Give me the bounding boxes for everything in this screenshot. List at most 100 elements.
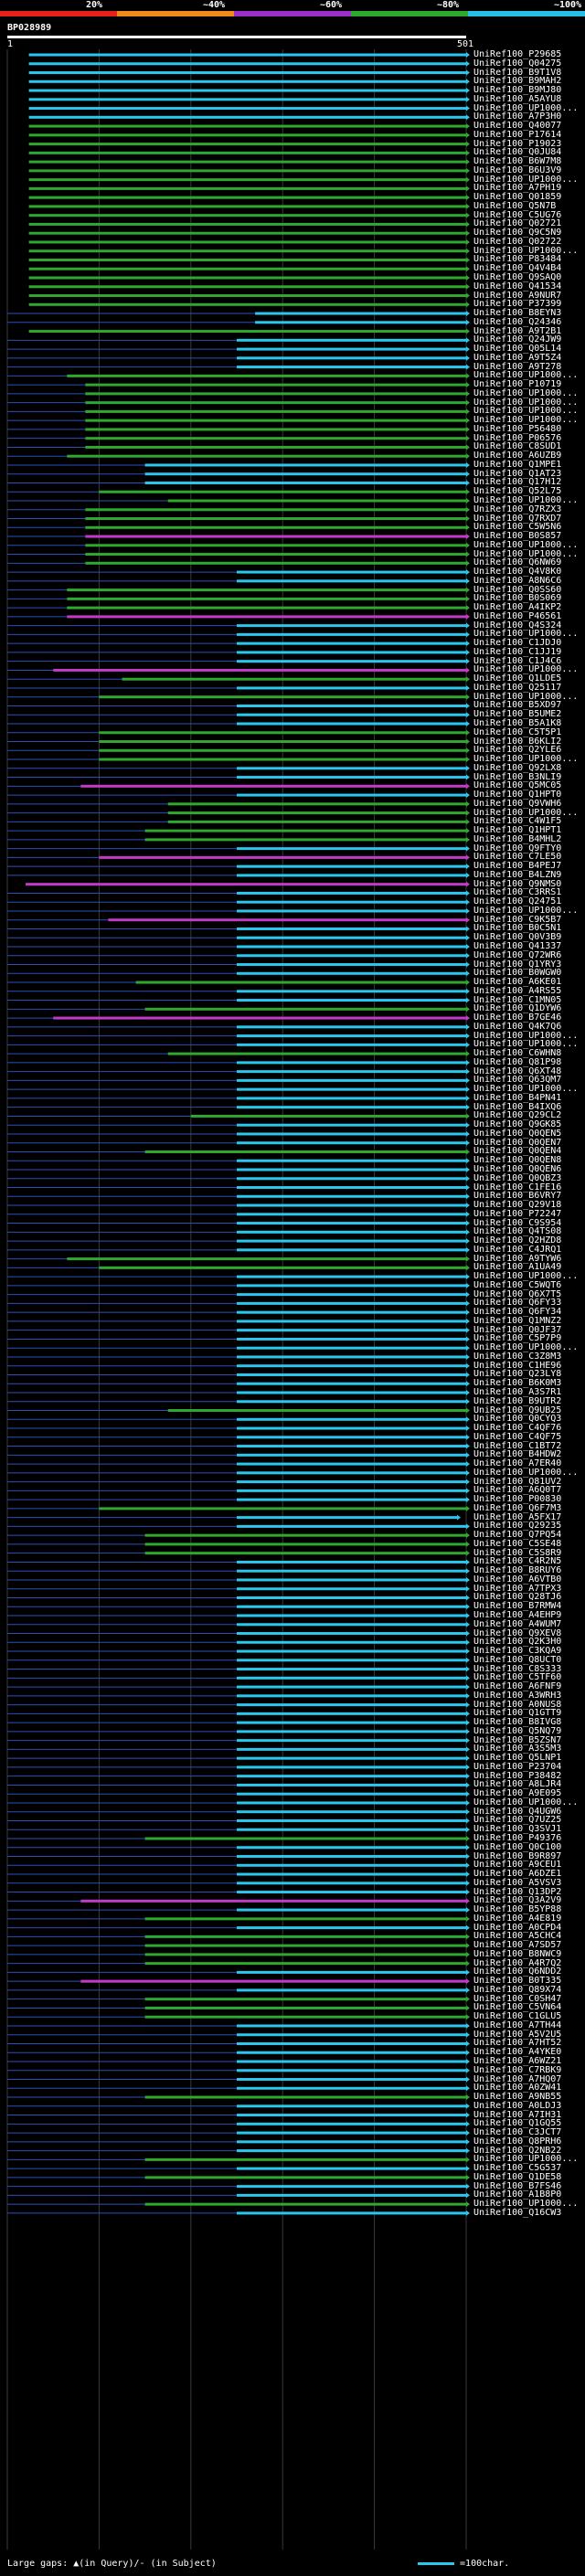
hit-label[interactable]: UniRef100_C1J4C6 bbox=[473, 655, 562, 666]
hit-label[interactable]: UniRef100_B8NWC9 bbox=[473, 1948, 562, 1959]
hit-label[interactable]: UniRef100_B7FS46 bbox=[473, 2180, 562, 2191]
hit-label[interactable]: UniRef100_UP1000... bbox=[473, 807, 579, 818]
hit-label[interactable]: UniRef100_B4PN41 bbox=[473, 1092, 562, 1103]
hit-label[interactable]: UniRef100_A9CEU1 bbox=[473, 1860, 562, 1871]
hit-label[interactable]: UniRef100_A9E095 bbox=[473, 1788, 562, 1799]
hit-label[interactable]: UniRef100_Q6F7M3 bbox=[473, 1502, 562, 1513]
hit-label[interactable]: UniRef100_Q9NMS0 bbox=[473, 878, 562, 889]
hit-label[interactable]: UniRef100_B7RMW4 bbox=[473, 1601, 562, 1612]
hit-label[interactable]: UniRef100_Q24346 bbox=[473, 316, 562, 327]
hit-label[interactable]: UniRef100_Q5LNP1 bbox=[473, 1753, 562, 1764]
hit-label[interactable]: UniRef100_B8EYN3 bbox=[473, 308, 562, 319]
hit-label[interactable]: UniRef100_A3S5M3 bbox=[473, 1744, 562, 1754]
hit-label[interactable]: UniRef100_Q0SS60 bbox=[473, 584, 562, 595]
hit-label[interactable]: UniRef100_UP1000... bbox=[473, 370, 579, 381]
hit-label[interactable]: UniRef100_Q40077 bbox=[473, 121, 562, 132]
hit-label[interactable]: UniRef100_A5FX17 bbox=[473, 1511, 562, 1522]
hit-label[interactable]: UniRef100_C4QF76 bbox=[473, 1423, 562, 1434]
hit-label[interactable]: UniRef100_A9NUR7 bbox=[473, 290, 562, 301]
hit-label[interactable]: UniRef100_UP1000... bbox=[473, 495, 579, 505]
hit-label[interactable]: UniRef100_UP1000... bbox=[473, 102, 579, 113]
hit-label[interactable]: UniRef100_UP1000... bbox=[473, 2154, 579, 2165]
hit-label[interactable]: UniRef100_C5VN64 bbox=[473, 2002, 562, 2013]
hit-label[interactable]: UniRef100_B6VRY7 bbox=[473, 1191, 562, 1202]
hit-label[interactable]: UniRef100_UP1000... bbox=[473, 1797, 579, 1807]
hit-label[interactable]: UniRef100_C5SE48 bbox=[473, 1538, 562, 1549]
hit-label[interactable]: UniRef100_B8IVG8 bbox=[473, 1717, 562, 1728]
hit-label[interactable]: UniRef100_Q1MNZ2 bbox=[473, 1315, 562, 1326]
hit-label[interactable]: UniRef100_Q1HPT0 bbox=[473, 790, 562, 800]
hit-label[interactable]: UniRef100_P29685 bbox=[473, 49, 562, 59]
hit-label[interactable]: UniRef100_C9S954 bbox=[473, 1217, 562, 1228]
hit-label[interactable]: UniRef100_UP1000... bbox=[473, 691, 579, 702]
hit-label[interactable]: UniRef100_Q5MC05 bbox=[473, 780, 562, 791]
hit-label[interactable]: UniRef100_Q1MPE1 bbox=[473, 459, 562, 470]
hit-label[interactable]: UniRef100_B4HDW2 bbox=[473, 1449, 562, 1460]
hit-label[interactable]: UniRef100_Q01859 bbox=[473, 192, 562, 203]
hit-label[interactable]: UniRef100_P17614 bbox=[473, 129, 562, 140]
hit-label[interactable]: UniRef100_Q3A2V9 bbox=[473, 1895, 562, 1906]
hit-label[interactable]: UniRef100_B9MJ80 bbox=[473, 85, 562, 96]
hit-label[interactable]: UniRef100_Q5N7B bbox=[473, 200, 557, 211]
hit-label[interactable]: UniRef100_C1JJ19 bbox=[473, 646, 562, 657]
hit-label[interactable]: UniRef100_B4LZN9 bbox=[473, 869, 562, 880]
hit-label[interactable]: UniRef100_UP1000... bbox=[473, 905, 579, 916]
hit-label[interactable]: UniRef100_Q24751 bbox=[473, 896, 562, 907]
hit-label[interactable]: UniRef100_A7TPX3 bbox=[473, 1583, 562, 1594]
hit-label[interactable]: UniRef100_A9T2B1 bbox=[473, 325, 562, 336]
hit-label[interactable]: UniRef100_C5S8R9 bbox=[473, 1547, 562, 1558]
hit-label[interactable]: UniRef100_Q1GTT9 bbox=[473, 1708, 562, 1719]
hit-label[interactable]: UniRef100_UP1000... bbox=[473, 548, 579, 559]
hit-label[interactable]: UniRef100_B6U3V9 bbox=[473, 164, 562, 175]
hit-label[interactable]: UniRef100_A5VSV3 bbox=[473, 1877, 562, 1888]
hit-label[interactable]: UniRef100_B6K0M3 bbox=[473, 1378, 562, 1389]
hit-label[interactable]: UniRef100_Q4K7Q6 bbox=[473, 1021, 562, 1032]
hit-label[interactable]: UniRef100_UP1000... bbox=[473, 629, 579, 640]
hit-label[interactable]: UniRef100_B9UTR2 bbox=[473, 1395, 562, 1406]
hit-label[interactable]: UniRef100_A4RS55 bbox=[473, 985, 562, 996]
hit-label[interactable]: UniRef100_B0C5N1 bbox=[473, 923, 562, 934]
hit-label[interactable]: UniRef100_UP1000... bbox=[473, 406, 579, 417]
hit-label[interactable]: UniRef100_P83484 bbox=[473, 254, 562, 265]
hit-label[interactable]: UniRef100_C9K5B7 bbox=[473, 914, 562, 925]
hit-label[interactable]: UniRef100_B0S857 bbox=[473, 531, 562, 542]
hit-label[interactable]: UniRef100_Q04275 bbox=[473, 58, 562, 69]
hit-label[interactable]: UniRef100_P72247 bbox=[473, 1208, 562, 1219]
hit-label[interactable]: UniRef100_A4YKE0 bbox=[473, 2047, 562, 2058]
hit-label[interactable]: UniRef100_A7PH19 bbox=[473, 183, 562, 194]
hit-label[interactable]: UniRef100_B9R897 bbox=[473, 1850, 562, 1861]
hit-label[interactable]: UniRef100_P00830 bbox=[473, 1494, 562, 1505]
hit-label[interactable]: UniRef100_A7TH44 bbox=[473, 2019, 562, 2030]
hit-label[interactable]: UniRef100_Q9XEV8 bbox=[473, 1627, 562, 1638]
hit-label[interactable]: UniRef100_A8LJR4 bbox=[473, 1779, 562, 1790]
hit-label[interactable]: UniRef100_Q1DYW6 bbox=[473, 1003, 562, 1014]
hit-label[interactable]: UniRef100_A4WUM7 bbox=[473, 1618, 562, 1629]
hit-label[interactable]: UniRef100_C6WHN8 bbox=[473, 1048, 562, 1059]
hit-label[interactable]: UniRef100_C1GLU5 bbox=[473, 2011, 562, 2022]
hit-label[interactable]: UniRef100_Q29CL2 bbox=[473, 1110, 562, 1121]
hit-label[interactable]: UniRef100_C3KQA9 bbox=[473, 1646, 562, 1657]
hit-label[interactable]: UniRef100_Q6FY34 bbox=[473, 1307, 562, 1318]
hit-label[interactable]: UniRef100_A7SD57 bbox=[473, 1940, 562, 1951]
hit-label[interactable]: UniRef100_UP1000... bbox=[473, 1084, 579, 1095]
hit-label[interactable]: UniRef100_A4R7Q2 bbox=[473, 1957, 562, 1968]
hit-label[interactable]: UniRef100_C3Z8M3 bbox=[473, 1351, 562, 1362]
hit-label[interactable]: UniRef100_P10719 bbox=[473, 379, 562, 390]
hit-label[interactable]: UniRef100_A0NUS8 bbox=[473, 1699, 562, 1710]
hit-label[interactable]: UniRef100_Q41534 bbox=[473, 281, 562, 292]
hit-label[interactable]: UniRef100_B4PEJ7 bbox=[473, 861, 562, 872]
hit-label[interactable]: UniRef100_Q81P98 bbox=[473, 1056, 562, 1067]
hit-label[interactable]: UniRef100_Q0JU84 bbox=[473, 147, 562, 158]
hit-label[interactable]: UniRef100_Q28TJ6 bbox=[473, 1592, 562, 1603]
hit-label[interactable]: UniRef100_B5XD97 bbox=[473, 700, 562, 711]
hit-label[interactable]: UniRef100_C1MN05 bbox=[473, 994, 562, 1005]
hit-label[interactable]: UniRef100_B9T1V8 bbox=[473, 67, 562, 78]
hit-label[interactable]: UniRef100_Q0JF37 bbox=[473, 1324, 562, 1335]
hit-label[interactable]: UniRef100_B0S069 bbox=[473, 593, 562, 604]
hit-label[interactable]: UniRef100_UP1000... bbox=[473, 174, 579, 185]
hit-label[interactable]: UniRef100_P23704 bbox=[473, 1761, 562, 1772]
hit-label[interactable]: UniRef100_Q9GK85 bbox=[473, 1119, 562, 1130]
hit-label[interactable]: UniRef100_A0LDJ3 bbox=[473, 2100, 562, 2111]
hit-label[interactable]: UniRef100_A6FNF9 bbox=[473, 1681, 562, 1692]
hit-label[interactable]: UniRef100_A3S7R1 bbox=[473, 1387, 562, 1397]
